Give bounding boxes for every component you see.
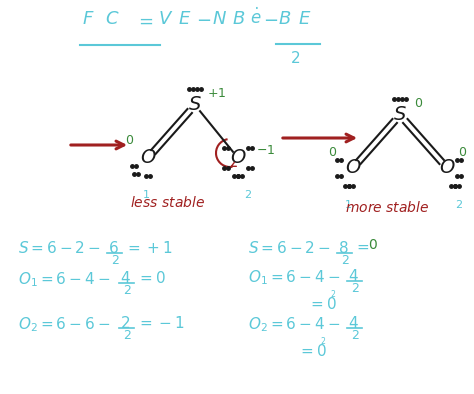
Text: $^2$: $^2$ [330,290,336,300]
Text: $\mathit{B}$: $\mathit{B}$ [278,10,291,28]
Text: $4$: $4$ [120,270,131,286]
Text: $2$: $2$ [351,329,360,342]
Text: $-1$: $-1$ [256,143,275,156]
Text: $O_1 = 6-4-$: $O_1 = 6-4-$ [18,270,110,289]
Text: $0$: $0$ [126,134,135,147]
Text: $\mathit{2}$: $\mathit{2}$ [290,50,300,66]
Text: $O_2= 6-4-$: $O_2= 6-4-$ [248,315,340,334]
Text: $1$: $1$ [142,188,150,200]
Text: $= -1$: $= -1$ [137,315,185,331]
Text: $1$: $1$ [344,198,352,210]
Text: $O_1= 6-4-$: $O_1= 6-4-$ [248,268,340,287]
Text: $0$: $0$ [458,145,467,158]
Text: $2$: $2$ [120,315,130,331]
Text: $\mathit{-}$: $\mathit{-}$ [263,10,278,28]
Text: $2$: $2$ [244,188,252,200]
Text: $\mathit{-}$: $\mathit{-}$ [196,10,211,28]
Text: $= 0$: $= 0$ [298,343,328,359]
Text: $\mathit{\dot{e}}$: $\mathit{\dot{e}}$ [250,8,262,28]
Text: $\mathit{E}$: $\mathit{E}$ [178,10,191,28]
Text: $\mathit{V}$: $\mathit{V}$ [158,10,173,28]
Text: $\mathit{C}$: $\mathit{C}$ [105,10,119,28]
Text: $S= 6-2-$: $S= 6-2-$ [18,240,100,256]
Text: $+1$: $+1$ [207,87,226,100]
Text: $S= 6-2-$: $S= 6-2-$ [248,240,331,256]
Text: $0$: $0$ [368,238,378,252]
Text: $4$: $4$ [348,315,359,331]
Text: $8$: $8$ [338,240,348,256]
Text: $\mathit{B}$: $\mathit{B}$ [232,10,245,28]
Text: $2$: $2$ [123,329,132,342]
Text: $2$: $2$ [111,254,119,267]
Text: $2$: $2$ [123,284,132,297]
Text: $\mathit{N}$: $\mathit{N}$ [212,10,227,28]
Text: $S$: $S$ [188,96,202,114]
Text: $less\ stable$: $less\ stable$ [130,195,205,210]
Text: $2$: $2$ [341,254,350,267]
Text: $= 0$: $= 0$ [137,270,166,286]
Text: $=$: $=$ [354,240,370,254]
Text: $2$: $2$ [351,282,360,295]
Text: $4$: $4$ [348,268,359,284]
Text: $more\ stable$: $more\ stable$ [345,200,429,215]
Text: $0$: $0$ [414,97,423,110]
Text: $\mathit{=}$: $\mathit{=}$ [135,12,154,30]
Text: $O$: $O$ [230,149,246,167]
Text: $2$: $2$ [455,198,463,210]
Text: $^2$: $^2$ [320,337,326,347]
Text: $0$: $0$ [328,145,337,158]
Text: $\mathit{E}$: $\mathit{E}$ [298,10,311,28]
Text: $S$: $S$ [393,106,407,124]
Text: $O$: $O$ [345,159,361,177]
Text: $\mathit{F}$: $\mathit{F}$ [82,10,94,28]
Text: $O$: $O$ [140,149,156,167]
Text: $= +1$: $= +1$ [125,240,173,256]
Text: $= 0$: $= 0$ [308,296,337,312]
Text: $O$: $O$ [439,159,456,177]
Text: $O_2 = 6-6-$: $O_2 = 6-6-$ [18,315,110,334]
Text: $6$: $6$ [108,240,119,256]
